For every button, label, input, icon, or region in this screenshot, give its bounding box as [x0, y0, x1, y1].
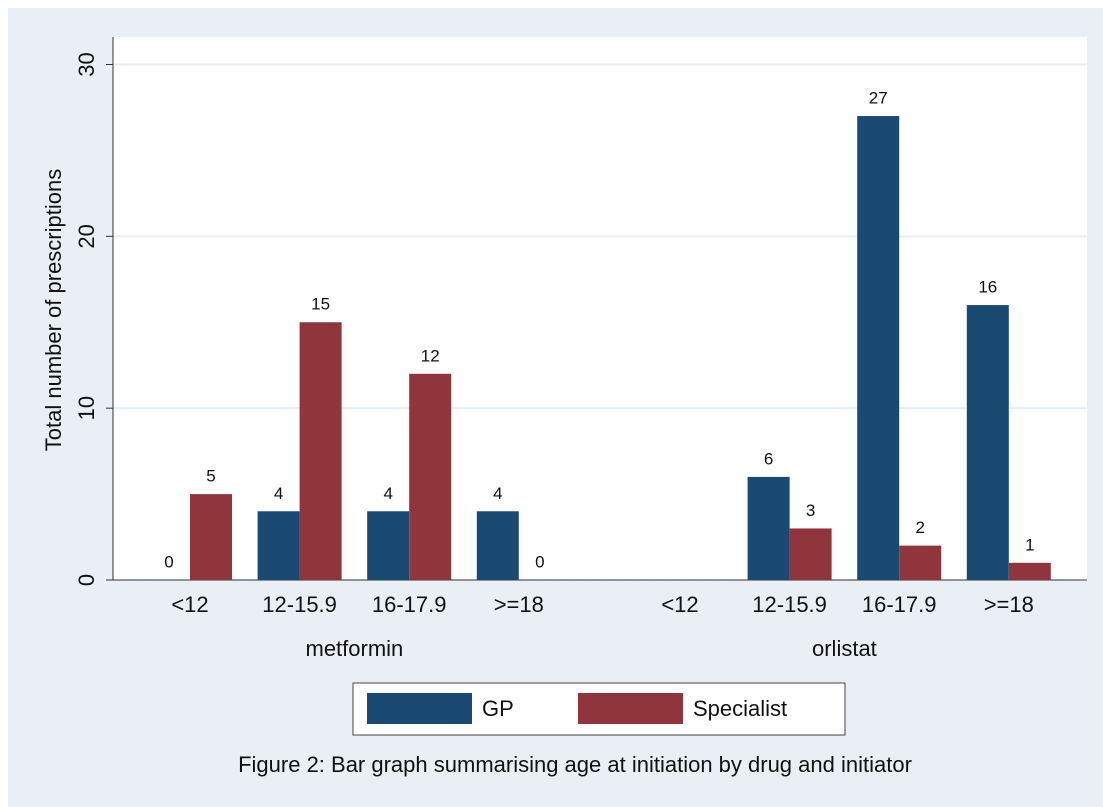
- legend-label: Specialist: [693, 696, 787, 721]
- x-tick-label: >=18: [494, 592, 544, 617]
- value-label: 15: [311, 295, 330, 314]
- bar: [789, 528, 832, 580]
- value-label: 16: [978, 278, 997, 297]
- plot-area: [113, 37, 1087, 580]
- y-tick-label: 20: [74, 224, 99, 248]
- bar: [1008, 562, 1051, 580]
- bar: [367, 511, 410, 580]
- bar: [966, 305, 1009, 580]
- value-label: 4: [493, 484, 502, 503]
- bar: [747, 476, 790, 580]
- x-tick-label: 16-17.9: [372, 592, 447, 617]
- y-tick-label: 10: [74, 396, 99, 420]
- value-label: 1: [1025, 535, 1034, 554]
- value-label: 6: [764, 449, 773, 468]
- x-tick-label: <12: [661, 592, 698, 617]
- value-label: 0: [535, 552, 544, 571]
- legend-label: GP: [482, 696, 514, 721]
- value-label: 3: [806, 501, 815, 520]
- value-label: 2: [915, 518, 924, 537]
- group-label: metformin: [306, 636, 404, 661]
- value-label: 12: [421, 346, 440, 365]
- x-tick-label: <12: [171, 592, 208, 617]
- value-label: 0: [164, 552, 173, 571]
- y-tick-label: 30: [74, 52, 99, 76]
- chart-title: Figure 2: Bar graph summarising age at i…: [238, 752, 912, 777]
- group-label: orlistat: [812, 636, 877, 661]
- x-tick-label: 12-15.9: [262, 592, 337, 617]
- legend-swatch: [367, 693, 472, 724]
- x-tick-label: >=18: [984, 592, 1034, 617]
- bar: [190, 494, 232, 580]
- value-label: 5: [206, 467, 215, 486]
- legend-swatch: [578, 693, 683, 724]
- bar: [409, 373, 452, 580]
- x-tick-label: 16-17.9: [862, 592, 937, 617]
- bar: [899, 545, 942, 580]
- bar: [299, 322, 342, 580]
- x-tick-label: 12-15.9: [752, 592, 827, 617]
- bar: [476, 511, 519, 580]
- y-tick-label: 0: [74, 574, 99, 586]
- bar: [857, 116, 900, 580]
- y-axis-label: Total number of prescriptions: [41, 169, 66, 451]
- bar: [257, 511, 300, 580]
- value-label: 4: [274, 484, 283, 503]
- value-label: 4: [383, 484, 392, 503]
- value-label: 27: [869, 89, 888, 108]
